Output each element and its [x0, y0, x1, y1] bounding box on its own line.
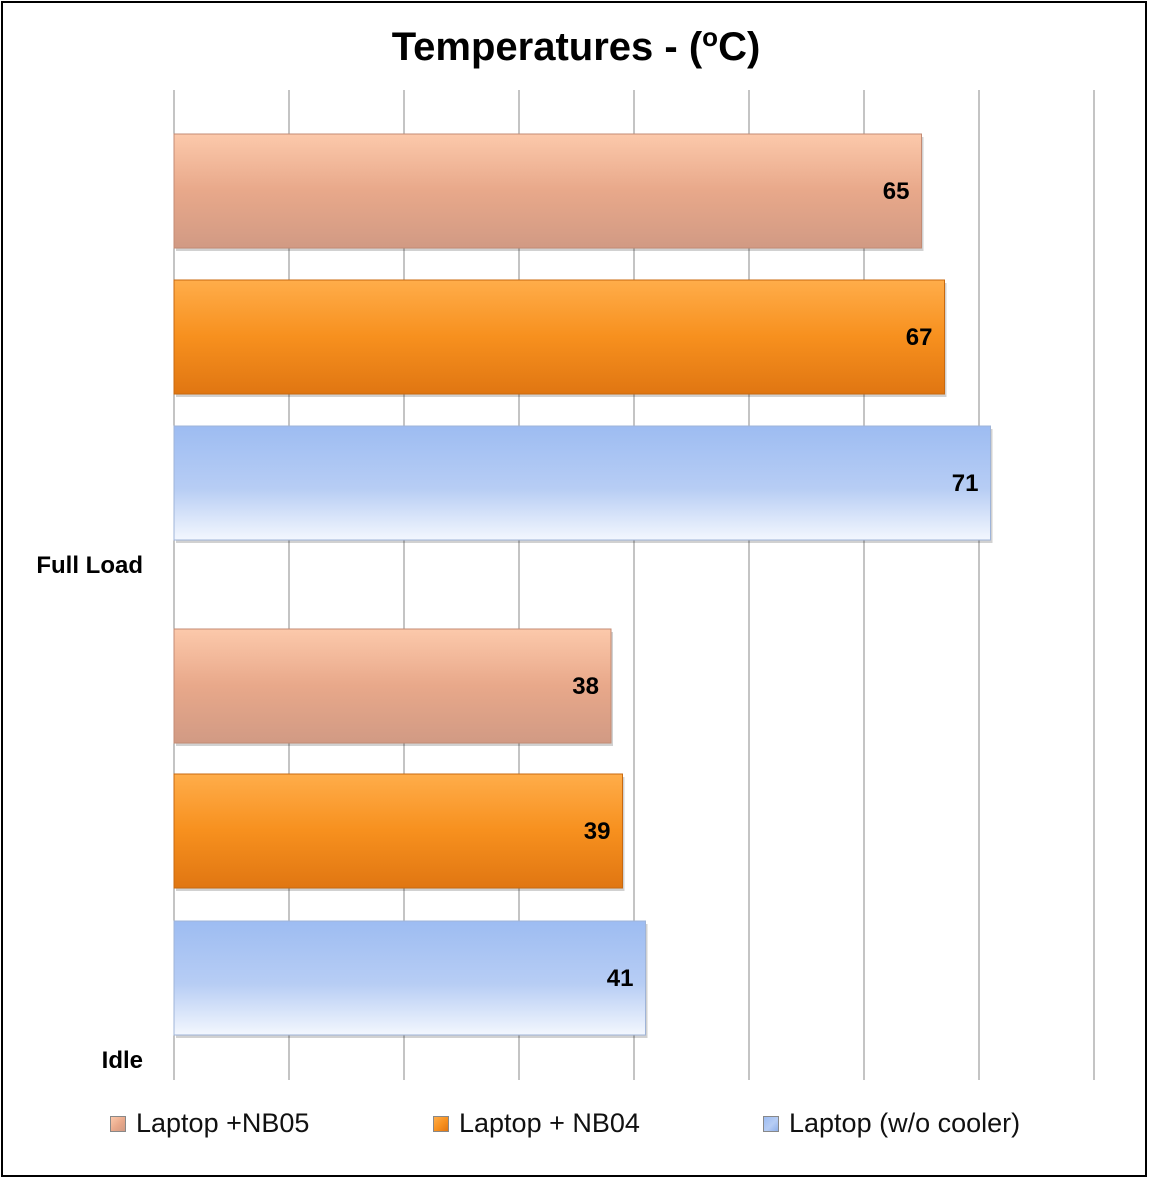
bar: [173, 133, 922, 249]
bar: [173, 425, 991, 541]
category-labels: Full Load Idle: [36, 552, 143, 1074]
legend-swatch: [433, 1115, 449, 1132]
legend-swatch: [110, 1115, 126, 1132]
legend-label: Laptop +NB05: [136, 1108, 310, 1138]
bar: [173, 920, 646, 1036]
legend-item: Laptop (w/o cooler): [763, 1108, 1020, 1139]
data-label: 39: [584, 818, 611, 845]
legend-swatch: [763, 1115, 779, 1132]
legend-item: Laptop +NB05: [110, 1108, 309, 1139]
bars: 65 67 71 38 39 41: [173, 133, 993, 1038]
data-label: 65: [883, 178, 910, 205]
bar: [173, 628, 612, 744]
legend-label: Laptop + NB04: [459, 1108, 640, 1138]
legend: Laptop +NB05 Laptop + NB04 Laptop (w/o coo…: [0, 1108, 1152, 1148]
bar: [173, 773, 623, 889]
data-label: 71: [952, 470, 979, 497]
chart-title: Temperatures - (oC): [391, 22, 761, 69]
bar: [173, 279, 945, 395]
data-label: 38: [572, 673, 599, 700]
legend-label: Laptop (w/o cooler): [789, 1108, 1021, 1138]
category-label: Idle: [102, 1047, 143, 1074]
legend-item: Laptop + NB04: [433, 1108, 640, 1139]
gridlines: [173, 90, 1095, 1080]
data-label: 41: [607, 965, 634, 992]
plot-area: 65 67 71 38 39 41 Full Load Idle: [36, 90, 1095, 1080]
data-label: 67: [906, 324, 933, 351]
category-label: Full Load: [36, 552, 143, 579]
